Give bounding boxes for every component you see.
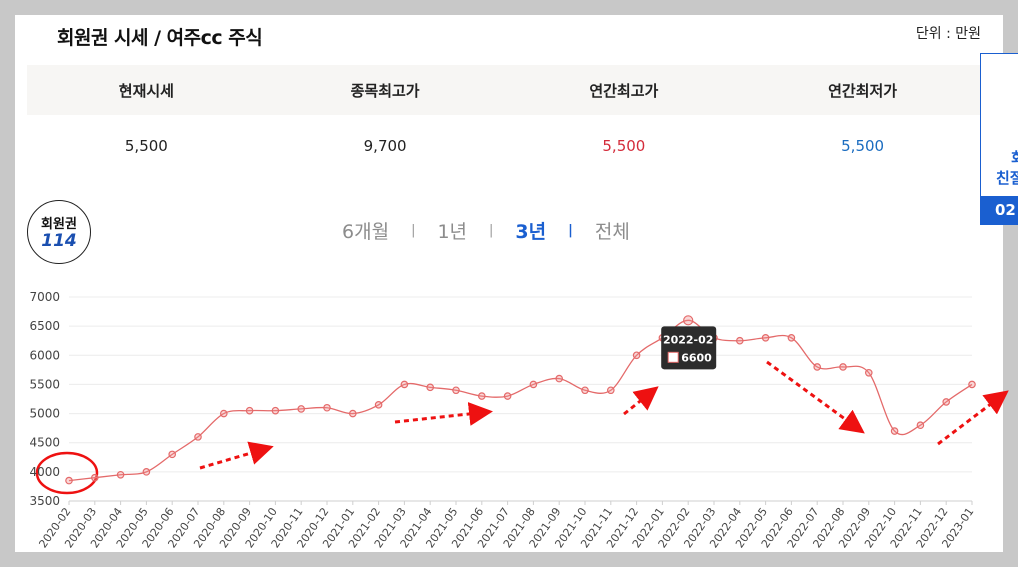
y-tick-label: 3500 — [29, 494, 60, 508]
y-tick-label: 5500 — [29, 377, 60, 391]
data-point — [194, 433, 202, 441]
data-point — [787, 333, 796, 342]
value-current-price: 5,500 — [124, 137, 168, 155]
data-point — [864, 368, 873, 377]
data-point — [168, 450, 177, 459]
annotation-arrow — [766, 360, 865, 434]
annotation-arrow — [394, 402, 493, 426]
tab-separator: | — [411, 222, 416, 238]
data-point — [839, 363, 847, 371]
side-banner-text-2: 친절 — [996, 169, 1018, 187]
data-point — [142, 468, 151, 476]
header-all-time-high: 종목최고가 — [350, 81, 420, 100]
annotation-circle — [35, 451, 99, 495]
data-point — [581, 386, 589, 395]
annotation-arrow — [937, 390, 1009, 446]
side-banner-text-1: 회 — [1011, 149, 1018, 167]
unit-label: 단위 : 만원 — [915, 26, 981, 42]
tab-separator: | — [489, 222, 494, 238]
data-point — [942, 398, 951, 406]
data-point — [220, 409, 228, 418]
tab-1-year[interactable]: 1년 — [437, 220, 468, 243]
y-tick-label: 4500 — [29, 436, 60, 450]
data-point — [606, 386, 615, 395]
data-point — [813, 363, 822, 371]
tab-3-years[interactable]: 3년 — [515, 220, 547, 243]
data-point — [116, 470, 125, 479]
header-current-price: 현재시세 — [118, 81, 174, 100]
y-tick-label: 7000 — [29, 290, 60, 304]
y-tick-label: 6000 — [29, 348, 60, 362]
data-point — [400, 380, 409, 389]
data-point — [735, 336, 744, 345]
period-tabs: 6개월 | 1년 | 3년 | 전체 — [320, 215, 652, 245]
value-annual-low: 5,500 — [841, 137, 885, 155]
tooltip-value: 6600 — [681, 351, 712, 364]
tooltip-date: 2022-02 — [663, 333, 714, 346]
page-title: 회원권 시세 / 여주cc 주식 — [57, 27, 263, 49]
data-point — [890, 427, 899, 435]
data-point — [426, 383, 435, 392]
annotation-arrow — [199, 441, 274, 470]
annotation-arrow — [623, 386, 659, 416]
tab-separator: | — [568, 222, 573, 238]
side-banner[interactable]: 회 친절 02 — [980, 53, 1018, 225]
header-annual-low: 연간최저가 — [828, 81, 898, 100]
logo-text-top: 회원권 — [41, 217, 77, 232]
value-annual-high: 5,500 — [602, 137, 646, 155]
tooltip-swatch — [667, 351, 679, 363]
data-point — [271, 406, 280, 415]
y-tick-label: 6500 — [29, 319, 60, 333]
data-point — [323, 403, 331, 412]
data-point — [529, 380, 538, 389]
data-point — [761, 333, 770, 342]
logo-text-number: 114 — [41, 231, 77, 251]
data-point — [65, 476, 73, 485]
tab-all[interactable]: 전체 — [594, 220, 630, 243]
value-all-time-high: 9,700 — [363, 137, 407, 155]
data-point — [348, 409, 357, 418]
side-banner-phone: 02 — [981, 196, 1018, 224]
brand-logo: 회원권 114 — [27, 200, 91, 264]
header-annual-high: 연간최고가 — [589, 81, 659, 100]
data-point — [503, 392, 512, 400]
data-point — [91, 473, 99, 482]
y-tick-label: 5000 — [29, 407, 60, 421]
data-point — [477, 392, 486, 400]
data-point — [968, 380, 976, 389]
data-point — [683, 315, 694, 326]
y-tick-label: 4000 — [29, 465, 60, 479]
data-point — [632, 351, 641, 360]
data-point — [374, 401, 383, 409]
summary-value-row: 5,500 9,700 5,500 5,500 — [27, 115, 982, 177]
tab-6-months[interactable]: 6개월 — [342, 220, 390, 243]
summary-header-row: 현재시세 종목최고가 연간최고가 연간최저가 — [27, 65, 982, 115]
data-point — [555, 374, 564, 383]
summary-table: 현재시세 종목최고가 연간최고가 연간최저가 5,500 9,700 5,500… — [27, 65, 982, 177]
data-point — [297, 405, 306, 413]
data-point — [916, 421, 925, 430]
series-line — [68, 319, 973, 482]
data-point — [452, 386, 460, 395]
chart-panel: 회원권 시세 / 여주cc 주식 단위 : 만원 현재시세 종목최고가 연간최고… — [15, 15, 1003, 552]
data-point — [245, 406, 254, 415]
